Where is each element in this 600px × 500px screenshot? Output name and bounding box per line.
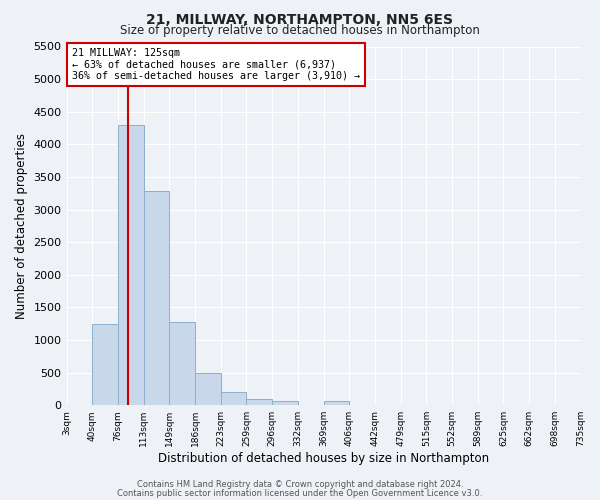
Bar <box>221 392 247 405</box>
Bar <box>195 374 221 405</box>
Text: Contains HM Land Registry data © Crown copyright and database right 2024.: Contains HM Land Registry data © Crown c… <box>137 480 463 489</box>
Text: 21, MILLWAY, NORTHAMPTON, NN5 6ES: 21, MILLWAY, NORTHAMPTON, NN5 6ES <box>146 12 454 26</box>
Text: Contains public sector information licensed under the Open Government Licence v3: Contains public sector information licen… <box>118 488 482 498</box>
Bar <box>247 400 272 405</box>
Bar <box>323 400 349 405</box>
Bar <box>92 324 118 405</box>
Text: 21 MILLWAY: 125sqm
← 63% of detached houses are smaller (6,937)
36% of semi-deta: 21 MILLWAY: 125sqm ← 63% of detached hou… <box>71 48 359 82</box>
Bar <box>169 322 195 405</box>
Text: Size of property relative to detached houses in Northampton: Size of property relative to detached ho… <box>120 24 480 37</box>
X-axis label: Distribution of detached houses by size in Northampton: Distribution of detached houses by size … <box>158 452 489 465</box>
Bar <box>143 192 169 405</box>
Bar <box>118 125 143 405</box>
Y-axis label: Number of detached properties: Number of detached properties <box>15 133 28 319</box>
Bar <box>272 402 298 405</box>
